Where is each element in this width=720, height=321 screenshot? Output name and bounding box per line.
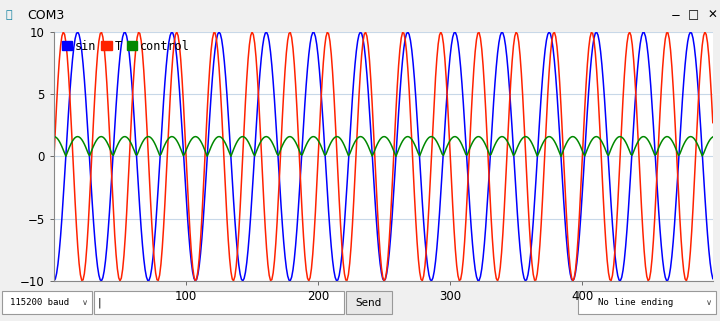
Text: −: − [670,9,680,22]
Text: |: | [98,297,102,308]
Text: 115200 baud: 115200 baud [10,298,69,307]
Bar [346,291,392,314]
Bar [2,291,92,314]
Text: ✕: ✕ [708,9,718,22]
Text: □: □ [688,9,699,22]
Text: Send: Send [356,298,382,308]
Legend: sin, T, control: sin, T, control [60,38,192,55]
Text: ∨: ∨ [82,298,88,307]
Text: 🔧: 🔧 [6,10,12,20]
Bar [578,291,716,314]
Text: COM3: COM3 [27,9,65,22]
Text: No line ending: No line ending [598,298,674,307]
Text: ∨: ∨ [706,298,712,307]
Bar [94,291,344,314]
